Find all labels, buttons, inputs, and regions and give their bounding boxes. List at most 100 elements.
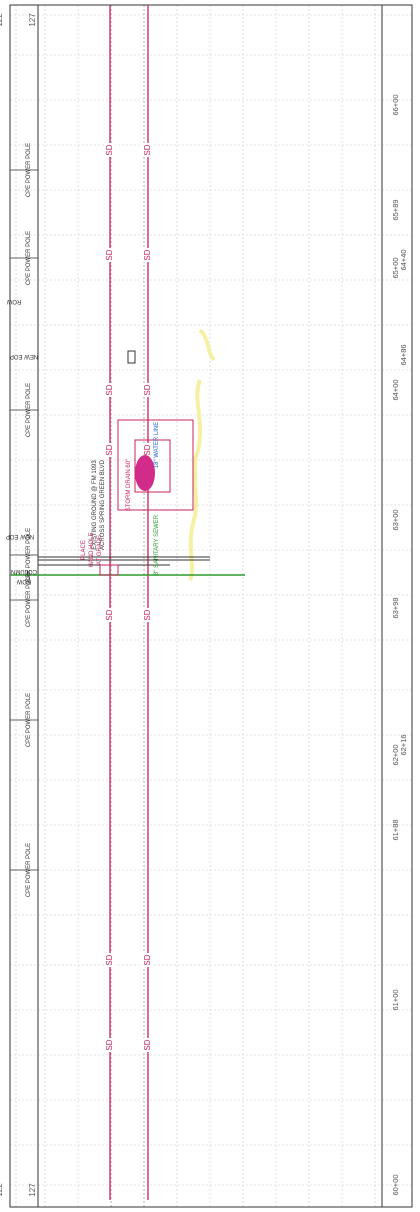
sd-label: SD <box>143 248 153 262</box>
station-label-text: 60+00 <box>391 1174 400 1195</box>
elevation-labels-left: 127122117112107102979287 <box>0 1183 37 1197</box>
station-labels: 60+00 61+00 61+88 62+00 62+16 63+98 63+00 64+00… <box>391 94 408 1195</box>
elevation-label-text: 122 <box>0 1183 4 1197</box>
sd-label-bg <box>105 143 115 157</box>
callout-new-eop-1: NEW EOP <box>6 533 34 539</box>
existing-ground-line-1: EXISTING GROUND @ FM 1093 <box>92 460 98 550</box>
sd-label: SD <box>105 608 115 622</box>
station-label-text: 66+00 <box>391 94 400 115</box>
station-label: 64+00 <box>391 379 400 400</box>
sd-label-text: SD <box>105 384 114 395</box>
power-pole-label: CPE POWER POLE <box>26 693 32 747</box>
sd-label: SD <box>105 443 115 457</box>
water-line-label: 18" WATER LINE <box>154 422 160 468</box>
sd-label: SD <box>143 608 153 622</box>
new-eop-1-label: NEW EOP <box>6 533 34 539</box>
callout-sanitary: 8" SANITARY SEWER <box>154 514 160 575</box>
sd-label-text: SD <box>105 249 114 260</box>
elevation-label-left: 127 <box>28 1183 37 1197</box>
station-label: 62+00 <box>391 744 400 765</box>
station-label-text: 62+16 <box>399 734 408 755</box>
station-label-text: 62+00 <box>391 744 400 765</box>
sd-label: SD <box>105 248 115 262</box>
station-label: 66+00 <box>391 94 400 115</box>
power-pole-label: CPE POWER POLE <box>26 143 32 197</box>
power-pole-text: CPE POWER POLE <box>26 383 32 437</box>
station-label: 61+88 <box>391 819 400 840</box>
sd-label-bg <box>143 953 153 967</box>
station-label-text: 63+00 <box>391 509 400 530</box>
station-label-text: 63+98 <box>391 597 400 618</box>
sanitary-sewer-label: 8" SANITARY SEWER <box>154 514 160 575</box>
station-label-text: 64+40 <box>399 249 408 270</box>
sd-label-bg <box>105 443 115 457</box>
callout-column: COLUMN <box>11 568 37 574</box>
sd-label-bg <box>143 248 153 262</box>
sd-label-bg <box>105 608 115 622</box>
power-pole-markers <box>10 169 38 871</box>
station-label-text: 64+86 <box>399 344 408 365</box>
station-label: 64+86 <box>399 344 408 365</box>
power-pole-label: CPE POWER POLE <box>26 843 32 897</box>
sd-label-text: SD <box>105 609 114 620</box>
sd-label-bg <box>143 443 153 457</box>
row-2-label: ROW <box>6 298 21 304</box>
elevation-grid-lines <box>15 5 376 1207</box>
sd-label-bg <box>105 953 115 967</box>
station-label: 61+00 <box>391 989 400 1010</box>
callout-existing-ground: EXISTING GROUND @ FM 1093 ACROSS SPRING … <box>92 459 106 550</box>
sd-label-bg <box>143 143 153 157</box>
power-pole-text: CPE POWER POLE <box>26 843 32 897</box>
sd-label-bg <box>143 383 153 397</box>
storm-drain-structure <box>117 419 194 511</box>
callout-storm-drain: STORM DRAIN 60" <box>126 459 132 511</box>
station-label: 62+16 <box>399 734 408 755</box>
sd-label-bg <box>105 1038 115 1052</box>
station-label: 63+00 <box>391 509 400 530</box>
sd-label: SD <box>143 443 153 457</box>
sd-label-bg <box>143 1038 153 1052</box>
station-label: 63+98 <box>391 597 400 618</box>
callout-row-1: ROW <box>16 578 31 584</box>
power-pole-text: CPE POWER POLE <box>26 573 32 627</box>
sd-label-text: SD <box>143 954 152 965</box>
station-label: 64+40 <box>399 249 408 270</box>
storm-drain-inner <box>134 439 171 493</box>
elevation-label-right: 127 <box>28 13 37 27</box>
sd-label: SD <box>105 143 115 157</box>
sd-label-text: SD <box>143 609 152 620</box>
power-pole-label: CPE POWER POLE <box>26 528 32 582</box>
power-pole-label: CPE POWER POLE <box>26 383 32 437</box>
elevation-label-text: 122 <box>0 13 4 27</box>
sd-label-text: SD <box>105 954 114 965</box>
sd-label-text: SD <box>143 144 152 155</box>
elevation-labels-right: 127122117112107102979287 <box>0 13 37 27</box>
sd-label-bg <box>143 608 153 622</box>
hand-hole-line-3: AT GRADE <box>97 535 103 565</box>
sd-label-bg <box>105 383 115 397</box>
sd-label-text: SD <box>143 249 152 260</box>
existing-ground-highlight <box>188 379 203 582</box>
storm-drain-label: STORM DRAIN 60" <box>126 459 132 511</box>
sd-label: SD <box>105 1038 115 1052</box>
row-1-label: ROW <box>16 578 31 584</box>
power-pole-text: CPE POWER POLE <box>26 143 32 197</box>
station-label-text: 65+89 <box>391 199 400 220</box>
power-pole-text: CPE POWER POLE <box>26 528 32 582</box>
station-label: 65+00 <box>391 257 400 278</box>
sd-label-bg <box>105 248 115 262</box>
station-label: 60+00 <box>391 1174 400 1195</box>
power-pole-label: CPE POWER POLE <box>26 231 32 285</box>
station-label-text: 64+00 <box>391 379 400 400</box>
callout-hand-hole: PLACE HAND HOLE AT GRADE <box>81 532 103 567</box>
station-label-text: 61+00 <box>391 989 400 1010</box>
sd-label: SD <box>143 1038 153 1052</box>
hand-hole-box <box>99 564 119 576</box>
storm-drain-labels: SD SD SD SD SD SD SD SD SD SD SD SD SD SD <box>105 143 153 1052</box>
power-pole-text: CPE POWER POLE <box>26 231 32 285</box>
eop-marker <box>127 350 136 364</box>
hand-hole-line-2: HAND HOLE <box>89 532 95 567</box>
sd-label: SD <box>143 383 153 397</box>
